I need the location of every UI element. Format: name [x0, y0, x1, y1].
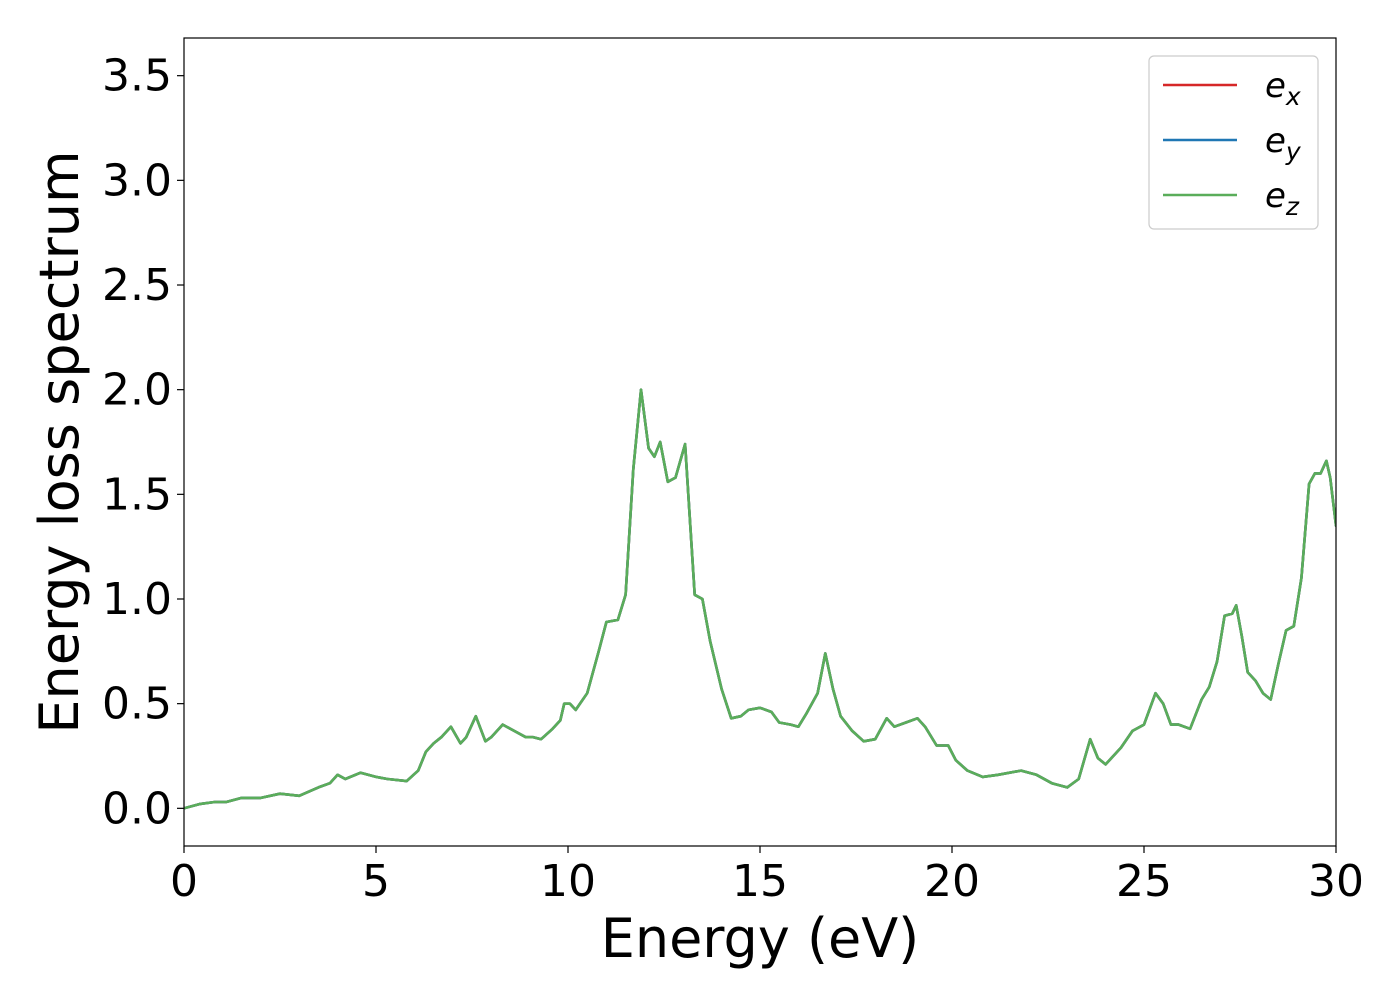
y-tick-label: 3.0 [102, 155, 172, 206]
legend-label-base: e [1265, 121, 1286, 161]
series-line-e-z [184, 388, 1336, 810]
legend-label-base: e [1265, 176, 1286, 216]
y-tick-label: 2.0 [102, 365, 172, 416]
y-tick-label: 0.5 [102, 679, 172, 730]
y-tick-label: 3.5 [102, 51, 172, 102]
x-tick-label: 0 [170, 856, 198, 907]
legend-label: ex [1265, 66, 1301, 111]
plot-area [183, 37, 1337, 847]
y-axis: 0.0 0.5 1.0 1.5 2.0 2.5 3.0 3.5 [102, 51, 184, 834]
x-tick-label: 10 [540, 856, 596, 907]
x-axis-label: Energy (eV) [601, 907, 920, 970]
legend-label-subscript: y [1285, 137, 1302, 166]
legend-label-base: e [1265, 66, 1286, 106]
y-tick-label: 1.5 [102, 469, 172, 520]
y-tick-label: 2.5 [102, 260, 172, 311]
x-tick-label: 30 [1308, 856, 1364, 907]
series-layer [184, 388, 1336, 810]
legend-label-subscript: z [1285, 192, 1300, 221]
y-tick-label: 1.0 [102, 574, 172, 625]
x-tick-label: 15 [732, 856, 788, 907]
legend-label: ez [1265, 176, 1300, 221]
legend-frame [1148, 55, 1319, 230]
y-tick-label: 0.0 [102, 783, 172, 834]
legend-label-subscript: x [1285, 82, 1301, 111]
x-tick-label: 5 [362, 856, 390, 907]
x-axis: 0 5 10 15 20 25 30 [170, 846, 1364, 907]
x-tick-label: 25 [1116, 856, 1172, 907]
y-axis-label: Energy loss spectrum [28, 150, 91, 733]
x-tick-label: 20 [924, 856, 980, 907]
legend-label: ey [1265, 121, 1302, 166]
